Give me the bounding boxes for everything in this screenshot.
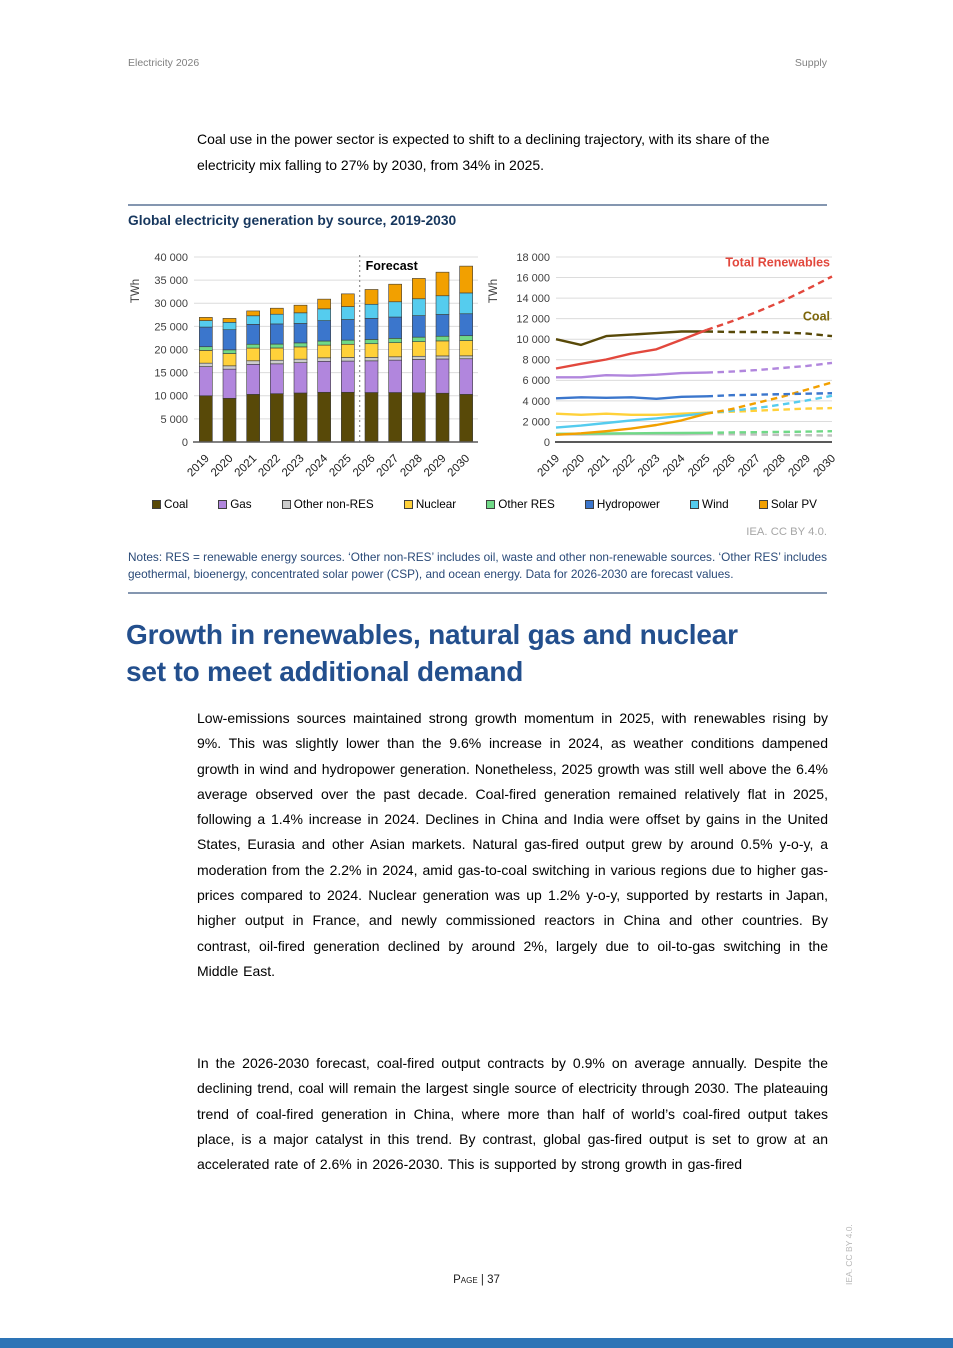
legend-swatch [403, 500, 413, 509]
line-chart: 0 2 000 4 000 6 000 8 000 10 000 12 000 14 000 1… [488, 252, 839, 480]
svg-text:0: 0 [544, 437, 550, 449]
legend-item: Gas [218, 498, 252, 511]
chart-legend: Coal Gas Other non-RES Nuclear Other RES Hydr… [128, 498, 827, 511]
svg-text:12 000: 12 000 [516, 314, 550, 326]
section-heading: Growth in renewables, natural gas and nu… [126, 619, 738, 687]
svg-text:Coal: Coal [803, 310, 830, 324]
svg-text:2024: 2024 [304, 452, 331, 479]
svg-text:2029: 2029 [422, 453, 449, 480]
svg-text:2030: 2030 [446, 453, 473, 480]
legend-swatch [281, 500, 291, 509]
svg-text:2028: 2028 [398, 453, 425, 480]
header-booklet-title: Electricity 2026 [128, 57, 200, 69]
legend-item: Other non-RES [281, 498, 374, 511]
body-paragraph-2: In the 2026-2030 forecast, coal-fired ou… [197, 1055, 828, 1173]
svg-text:2026: 2026 [711, 453, 738, 480]
svg-text:16 000: 16 000 [516, 272, 550, 284]
legend-item: Hydropower [584, 498, 660, 511]
legend-label: Nuclear [415, 498, 457, 511]
svg-text:20 000: 20 000 [154, 344, 188, 356]
side-attribution: IEA. CC BY 4.0. [844, 1224, 854, 1285]
svg-text:5 000: 5 000 [160, 414, 188, 426]
svg-text:2024: 2024 [661, 452, 688, 479]
svg-text:2027: 2027 [375, 453, 402, 480]
legend-label: Other non-RES [293, 498, 374, 511]
svg-text:8 000: 8 000 [522, 355, 550, 367]
svg-text:10 000: 10 000 [516, 334, 550, 346]
svg-text:2021: 2021 [586, 453, 613, 480]
legend-label: Coal [164, 498, 189, 511]
svg-text:2023: 2023 [280, 453, 307, 480]
svg-text:2030: 2030 [812, 453, 839, 480]
legend-item: Wind [690, 498, 729, 511]
legend-swatch [152, 500, 161, 509]
svg-text:TWh: TWh [130, 279, 142, 303]
figure-title: Global electricity generation by source,… [128, 213, 457, 228]
figure-divider-top [128, 204, 827, 206]
svg-text:2022: 2022 [611, 453, 638, 480]
legend-swatch [584, 500, 594, 509]
legend-item: Other RES [486, 498, 555, 511]
svg-text:2026: 2026 [351, 453, 378, 480]
svg-text:25 000: 25 000 [154, 321, 188, 333]
legend-label: Other RES [498, 498, 555, 511]
svg-text:2019: 2019 [536, 453, 563, 480]
legend-label: Solar PV [770, 498, 817, 511]
svg-text:2020: 2020 [209, 453, 236, 480]
intro-paragraph: Coal use in the power sector is expected… [197, 131, 770, 173]
svg-text:10 000: 10 000 [154, 391, 188, 403]
svg-text:2019: 2019 [185, 453, 212, 480]
stacked-bar-chart: 0 5 000 10 000 15 000 20 000 25 000 30 000 35 0… [130, 252, 478, 480]
legend-label: Hydropower [596, 498, 660, 511]
svg-text:Total Renewables: Total Renewables [725, 255, 830, 269]
legend-label: Wind [702, 498, 729, 511]
svg-text:14 000: 14 000 [516, 293, 550, 305]
svg-text:2023: 2023 [636, 453, 663, 480]
svg-text:2025: 2025 [327, 453, 354, 480]
legend-swatch [690, 500, 700, 509]
svg-text:2020: 2020 [561, 453, 588, 480]
figure-notes: Notes: RES = renewable energy sources. ‘… [128, 550, 827, 581]
svg-text:15 000: 15 000 [154, 368, 188, 380]
svg-text:2022: 2022 [256, 453, 283, 480]
figure-divider-bottom [128, 592, 827, 594]
svg-text:40 000: 40 000 [154, 252, 188, 264]
legend-swatch [486, 500, 496, 509]
svg-text:2025: 2025 [686, 453, 713, 480]
svg-text:18 000: 18 000 [516, 252, 550, 264]
bottom-accent-bar [0, 1338, 953, 1348]
legend-item: Nuclear [403, 498, 457, 511]
svg-text:2029: 2029 [786, 453, 813, 480]
figure-attribution: IEA. CC BY 4.0. [746, 526, 827, 538]
header-chapter-title: Supply [794, 57, 827, 69]
legend-label: Gas [230, 498, 252, 511]
svg-text:0: 0 [182, 437, 188, 449]
svg-text:35 000: 35 000 [154, 275, 188, 287]
legend-swatch [218, 500, 228, 509]
legend-item: Solar PV [758, 498, 817, 511]
svg-text:6 000: 6 000 [522, 375, 550, 387]
page-number: Page | 37 [453, 1274, 500, 1286]
svg-text:30 000: 30 000 [154, 298, 188, 310]
body-paragraph-1: Low-emissions sources maintained strong … [197, 710, 828, 979]
svg-text:TWh: TWh [488, 279, 500, 303]
svg-text:Forecast: Forecast [366, 259, 419, 273]
legend-swatch [758, 500, 768, 509]
svg-text:2021: 2021 [233, 453, 260, 480]
svg-text:2027: 2027 [736, 453, 763, 480]
svg-text:2028: 2028 [761, 453, 788, 480]
svg-text:4 000: 4 000 [522, 396, 550, 408]
legend-item: Coal [152, 498, 188, 511]
svg-text:2 000: 2 000 [522, 416, 550, 428]
